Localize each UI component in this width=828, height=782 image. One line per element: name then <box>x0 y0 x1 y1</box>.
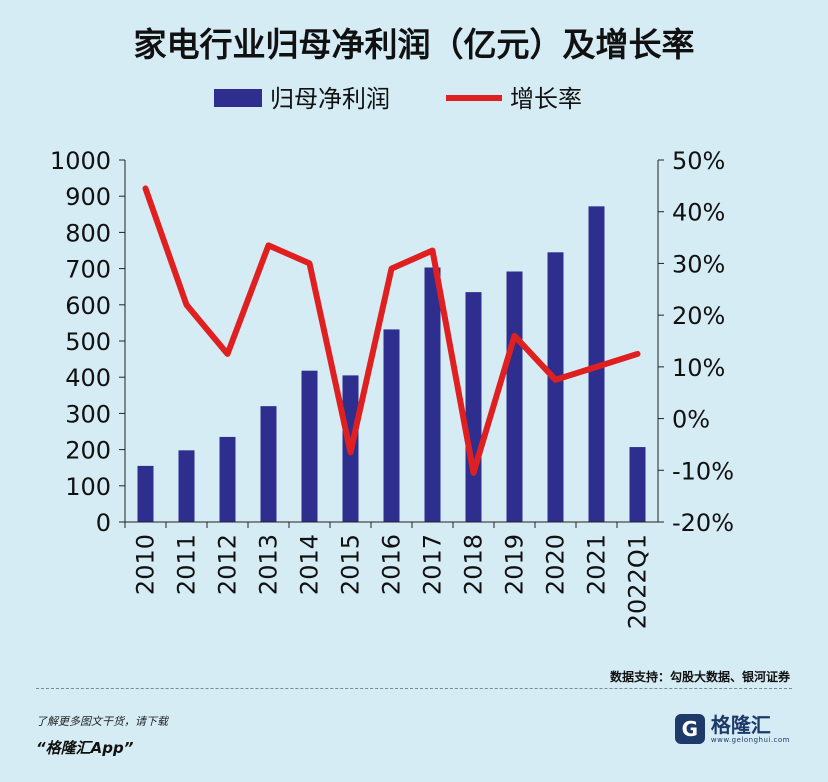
footer-app-name: “格隆汇App” <box>36 739 134 757</box>
x-tick-label: 2014 <box>296 534 324 595</box>
x-tick-label: 2016 <box>378 534 406 595</box>
chart-area: 归母净利润 增长率 0 100 200 300 400 500 600 700 800 900 100… <box>50 85 734 629</box>
x-tick-label: 2011 <box>173 534 201 595</box>
growth-point-2011 <box>185 303 188 306</box>
x-tick-label: 2017 <box>419 534 447 595</box>
growth-point-2021 <box>595 365 598 368</box>
logo-url: www.gelonghui.com <box>710 735 790 744</box>
growth-point-2018 <box>472 471 475 474</box>
growth-point-2016 <box>390 267 393 270</box>
x-tick-label: 2012 <box>214 534 242 595</box>
growth-point-2014 <box>308 262 311 265</box>
logo-icon: G <box>674 714 705 744</box>
legend-swatch-bar <box>214 89 262 107</box>
bar-series <box>137 206 646 522</box>
legend-label-bar: 归母净利润 <box>270 85 390 113</box>
y-left-tick-label: 800 <box>65 219 111 247</box>
growth-point-2020 <box>554 378 557 381</box>
x-tick-label: 2019 <box>501 534 529 595</box>
y-right-tick-label: 20% <box>672 302 725 330</box>
bar-2018 <box>465 292 482 522</box>
divider <box>36 688 792 689</box>
y-left-tick-label: 400 <box>65 364 111 392</box>
y-left-tick-label: 0 <box>96 509 111 537</box>
bar-2011 <box>178 450 195 522</box>
growth-point-2017 <box>431 249 434 252</box>
bar-2013 <box>260 406 277 522</box>
y-right-tick-label: -10% <box>672 457 734 485</box>
y-left-tick-label: 300 <box>65 400 111 428</box>
growth-point-2019 <box>513 334 516 337</box>
x-tick-label: 2018 <box>460 534 488 595</box>
x-tick-label: 2015 <box>337 534 365 595</box>
y-right-tick-label: 10% <box>672 354 725 382</box>
y-left-tick-label: 100 <box>65 473 111 501</box>
bar-2016 <box>383 329 400 522</box>
bar-2022Q1 <box>629 447 646 522</box>
y-right-tick-label: -20% <box>672 509 734 537</box>
y-left-tick-label: 200 <box>65 437 111 465</box>
growth-point-2010 <box>144 187 147 190</box>
growth-point-2013 <box>267 244 270 247</box>
y-left-tick-label: 700 <box>65 256 111 284</box>
bar-2019 <box>506 271 523 522</box>
y-right-tick-label: 50% <box>672 147 725 175</box>
logo[interactable]: G 格隆汇 www.gelonghui.com <box>674 712 790 744</box>
bar-2020 <box>547 252 564 522</box>
y-right-tick-label: 0% <box>672 406 710 434</box>
logo-name: 格隆汇 <box>710 712 771 737</box>
y-left-tick-label: 1000 <box>50 147 111 175</box>
chart-title: 家电行业归母净利润（亿元）及增长率 <box>133 25 695 64</box>
bar-2012 <box>219 436 236 522</box>
bar-2010 <box>137 465 154 522</box>
y-left-tick-label: 900 <box>65 183 111 211</box>
growth-point-2012 <box>226 352 229 355</box>
y-left-tick-label: 600 <box>65 292 111 320</box>
legend-label-line: 增长率 <box>510 85 582 113</box>
y-right-tick-label: 40% <box>672 199 725 227</box>
x-tick-label: 2010 <box>132 534 160 595</box>
x-tick-label: 2021 <box>583 534 611 595</box>
line-series <box>142 185 641 476</box>
x-tick-label: 2020 <box>542 534 570 595</box>
footer-download-text: 了解更多图文干货，请下载 <box>36 715 168 728</box>
x-tick-label: 2022Q1 <box>624 534 652 629</box>
y-left-tick-label: 500 <box>65 328 111 356</box>
data-source: 数据支持：勾股大数据、银河证券 <box>609 670 790 684</box>
x-tick-label: 2013 <box>255 534 283 595</box>
growth-point-2022Q1 <box>636 352 639 355</box>
bar-2017 <box>424 267 441 522</box>
legend: 归母净利润 增长率 <box>214 85 582 113</box>
bar-2014 <box>301 370 318 522</box>
growth-point-2015 <box>349 451 352 454</box>
y-right-tick-label: 30% <box>672 250 725 278</box>
